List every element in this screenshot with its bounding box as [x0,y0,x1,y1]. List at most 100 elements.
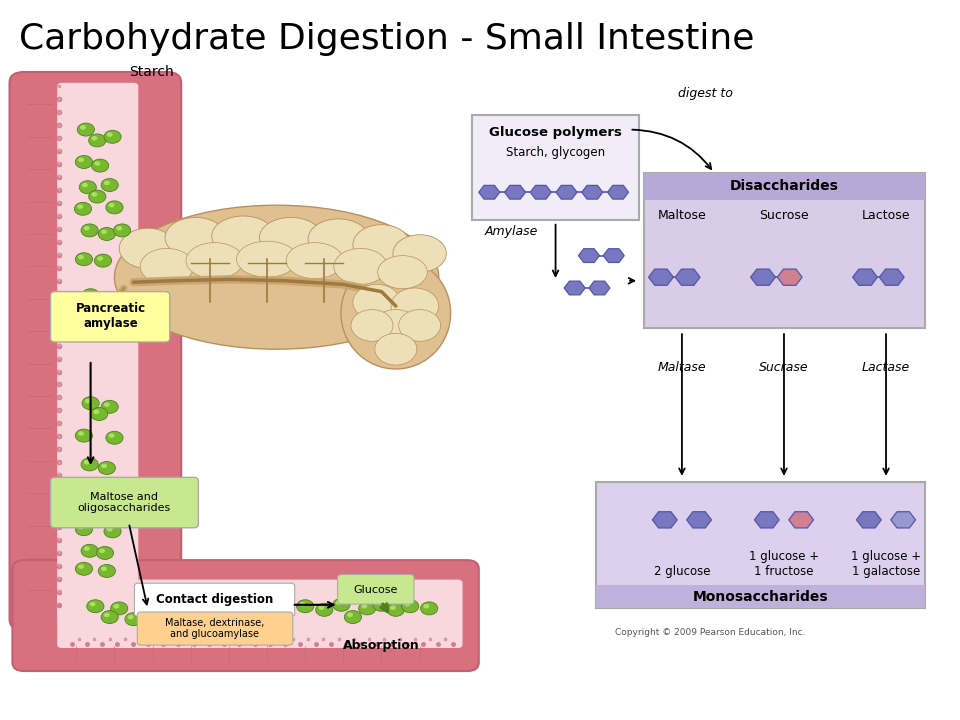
Circle shape [374,333,417,365]
Circle shape [75,562,92,575]
Circle shape [89,508,107,521]
Text: digest to: digest to [679,87,733,100]
Circle shape [75,156,92,168]
FancyBboxPatch shape [134,583,295,616]
Circle shape [99,549,105,553]
FancyBboxPatch shape [51,477,199,528]
Circle shape [158,603,176,616]
Circle shape [78,564,84,569]
Circle shape [398,310,441,341]
Ellipse shape [377,256,427,289]
Circle shape [97,256,103,261]
Circle shape [223,606,229,610]
Ellipse shape [140,248,194,284]
Ellipse shape [259,217,323,258]
Circle shape [423,604,429,608]
FancyBboxPatch shape [338,575,414,604]
Circle shape [125,613,142,626]
Text: Glucose: Glucose [353,585,398,595]
Circle shape [104,130,121,143]
FancyBboxPatch shape [472,115,639,220]
Circle shape [108,203,114,207]
Circle shape [316,603,333,616]
Circle shape [319,606,324,610]
Ellipse shape [165,217,226,258]
Circle shape [94,254,111,267]
Text: Copyright © 2009 Pearson Education, Inc.: Copyright © 2009 Pearson Education, Inc. [615,628,805,637]
Circle shape [88,190,106,203]
Circle shape [98,462,115,474]
Circle shape [359,602,375,615]
Text: Lactose: Lactose [862,209,910,222]
FancyBboxPatch shape [137,612,293,645]
FancyBboxPatch shape [51,292,170,342]
Circle shape [94,161,100,166]
Circle shape [86,600,104,613]
Circle shape [104,402,109,407]
Circle shape [75,253,92,266]
Ellipse shape [341,258,450,369]
Circle shape [84,226,90,230]
Circle shape [101,501,118,514]
Circle shape [80,125,86,130]
Circle shape [336,600,342,605]
Ellipse shape [308,219,369,259]
Circle shape [197,600,214,613]
Circle shape [84,546,90,551]
Circle shape [106,201,123,214]
Circle shape [82,397,99,410]
Circle shape [107,132,112,137]
Circle shape [101,567,107,571]
Circle shape [89,602,95,606]
Text: Pancreatic
amylase: Pancreatic amylase [76,302,146,330]
FancyBboxPatch shape [644,173,925,328]
Circle shape [149,611,166,624]
Text: 1 glucose +
1 fructose: 1 glucose + 1 fructose [749,550,819,578]
Ellipse shape [114,205,439,349]
FancyBboxPatch shape [62,587,133,623]
Circle shape [101,611,118,624]
Circle shape [93,410,99,414]
Text: 1 glucose +
1 galactose: 1 glucose + 1 galactose [851,550,921,578]
Circle shape [108,433,114,438]
Circle shape [107,527,112,531]
Circle shape [94,302,100,306]
Circle shape [104,613,109,617]
FancyBboxPatch shape [10,72,181,630]
Text: Starch: Starch [129,65,174,78]
Circle shape [113,604,119,608]
Circle shape [81,458,98,471]
Ellipse shape [236,241,298,277]
Circle shape [98,319,115,332]
Ellipse shape [334,248,387,284]
Circle shape [116,226,122,230]
Ellipse shape [186,243,243,279]
Circle shape [104,292,121,305]
Text: Carbohydrate Digestion - Small Intestine: Carbohydrate Digestion - Small Intestine [19,22,755,55]
Circle shape [84,399,91,403]
Circle shape [375,600,382,605]
Text: 2 glucose: 2 glucose [654,565,710,578]
Circle shape [77,204,84,209]
Text: Glucose polymers: Glucose polymers [489,126,622,139]
Circle shape [351,310,393,341]
Text: Disaccharides: Disaccharides [730,179,839,194]
Circle shape [88,134,106,147]
Circle shape [361,604,368,608]
Circle shape [401,600,419,613]
Circle shape [81,224,98,237]
Circle shape [82,289,99,302]
FancyBboxPatch shape [596,585,925,608]
Ellipse shape [393,235,446,272]
Circle shape [101,179,118,192]
Circle shape [152,613,157,617]
Circle shape [113,224,131,237]
Circle shape [110,602,128,615]
Circle shape [297,600,314,613]
Circle shape [75,523,92,536]
Circle shape [372,310,420,346]
Circle shape [104,503,109,508]
Circle shape [347,613,353,617]
Circle shape [333,598,350,611]
Text: Starch, glycogen: Starch, glycogen [506,146,605,159]
